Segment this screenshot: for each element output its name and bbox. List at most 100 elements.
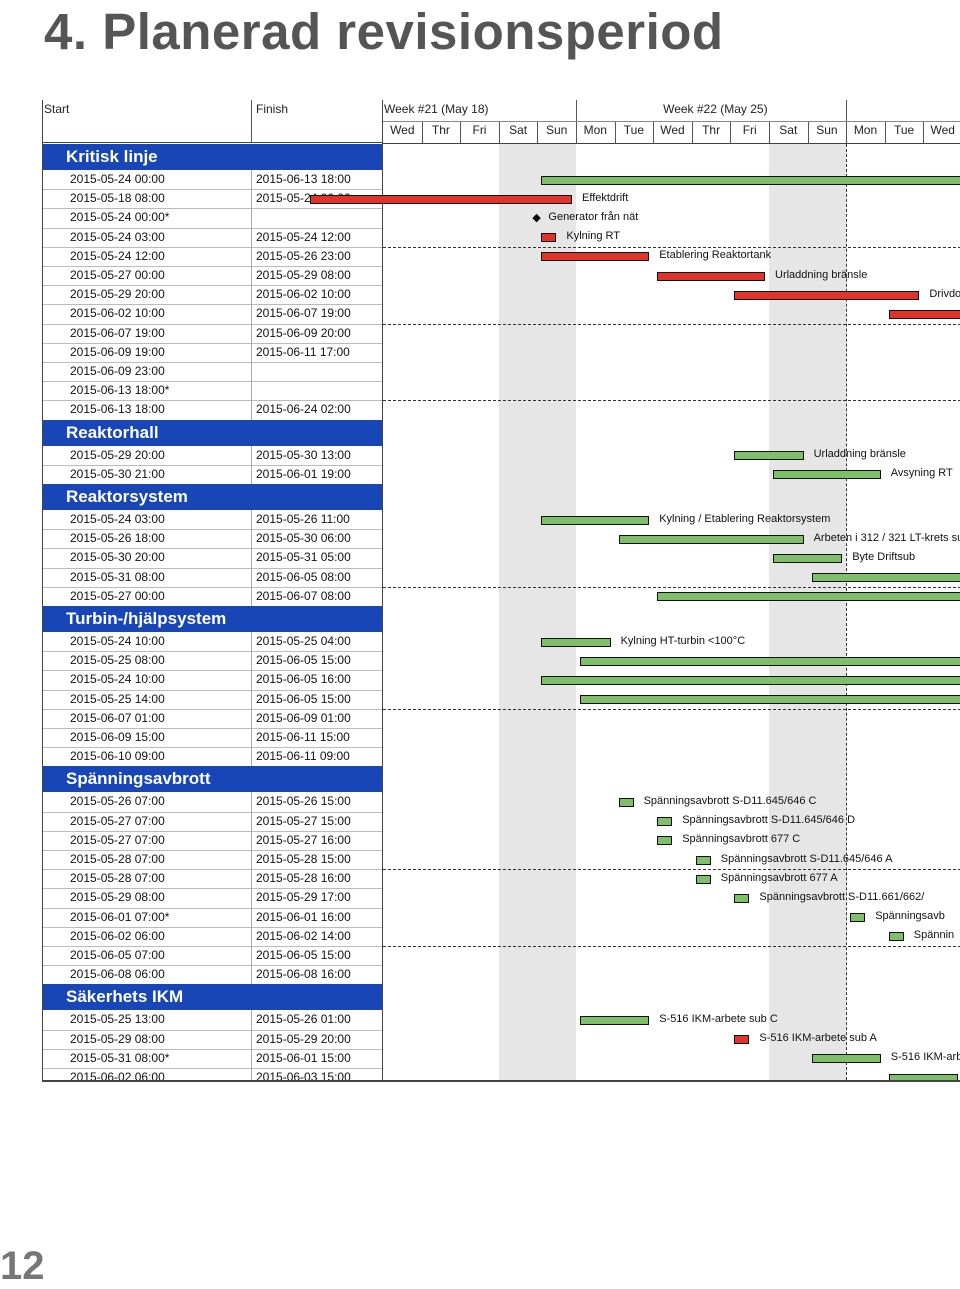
finish-cell: 2015-05-30 06:00	[256, 531, 351, 546]
table-row: 2015-06-07 01:00 2015-06-09 01:00	[43, 708, 382, 728]
week-header-rule	[383, 121, 960, 122]
row-rule	[43, 1048, 382, 1050]
start-cell: 2015-05-29 20:00	[70, 447, 165, 462]
finish-cell: 2015-05-24 12:00	[256, 229, 351, 244]
cell-divider	[251, 747, 252, 767]
row-rule	[43, 651, 382, 653]
start-cell: 2015-05-28 07:00	[70, 871, 165, 886]
table-row: 2015-05-26 07:00 2015-05-26 15:00	[43, 792, 382, 812]
finish-cell: 2015-06-09 20:00	[256, 325, 351, 340]
weekend-shade	[537, 144, 576, 1080]
table-row: 2015-06-02 06:00 2015-06-02 14:00	[43, 926, 382, 946]
finish-cell: 2015-05-26 23:00	[256, 248, 351, 263]
table-row: 2015-05-24 12:00 2015-05-26 23:00	[43, 246, 382, 266]
day-label: Fri	[472, 123, 487, 137]
group-separator	[383, 946, 960, 947]
table-row: 2015-05-24 00:00*	[43, 208, 382, 228]
cell-divider	[251, 946, 252, 966]
cell-divider	[251, 381, 252, 401]
start-cell: 2015-05-24 00:00	[70, 172, 165, 186]
row-rule	[43, 888, 382, 890]
day-divider	[691, 121, 693, 143]
start-cell: 2015-06-02 06:00	[70, 1070, 165, 1082]
row-rule	[43, 869, 382, 871]
gantt-bar	[580, 695, 960, 705]
row-rule	[43, 965, 382, 967]
section-header: Kritisk linje	[43, 144, 382, 170]
start-cell: 2015-06-13 18:00*	[70, 383, 170, 398]
header-divider	[251, 100, 252, 142]
start-cell: 2015-05-29 08:00	[70, 890, 165, 905]
weekend-shade	[807, 144, 847, 1080]
row-rule	[43, 342, 382, 344]
cell-divider	[251, 689, 252, 709]
cell-divider	[251, 907, 252, 927]
week-divider	[846, 100, 848, 121]
table-row: 2015-06-09 15:00 2015-06-11 15:00	[43, 728, 382, 748]
day-label: Wed	[390, 123, 415, 137]
table-row: 2015-05-25 14:00 2015-06-05 15:00	[43, 689, 382, 709]
table-row: 2015-05-29 20:00 2015-05-30 13:00	[43, 445, 382, 465]
cell-divider	[251, 170, 252, 190]
bar-label: Spänningsavbrott S-D11.645/646 D	[682, 814, 856, 827]
week-divider	[576, 100, 577, 121]
bar-label: S-516 IKM-arbete sub C	[659, 1013, 778, 1025]
row-rule	[43, 1029, 382, 1031]
finish-cell: 2015-05-31 05:00	[256, 550, 351, 565]
table-row: 2015-06-10 09:00 2015-06-11 09:00	[43, 747, 382, 767]
finish-cell: 2015-06-07 19:00	[256, 306, 351, 321]
start-cell: 2015-05-24 10:00	[70, 634, 165, 648]
bar-label: Kylning RT	[566, 230, 620, 243]
cell-divider	[251, 304, 252, 324]
start-cell: 2015-05-28 07:00	[70, 852, 165, 866]
bar-label: Spänningsavbrott S-D11.645/646 C	[643, 795, 817, 807]
bar-label: Spänningsavbrott S-D11.661/662/	[759, 891, 925, 903]
gantt-bar	[695, 874, 711, 884]
finish-cell: 2015-06-05 08:00	[256, 569, 351, 584]
cell-divider	[251, 1010, 252, 1030]
row-rule	[43, 362, 382, 363]
finish-cell: 2015-06-11 17:00	[256, 344, 350, 359]
start-cell: 2015-05-24 00:00*	[70, 210, 170, 225]
day-label: Mon	[853, 123, 878, 137]
day-divider	[576, 121, 577, 143]
gantt-bar	[773, 470, 881, 480]
gantt-timeline: Wed Thr Fri Sat Sun Mon Tue Wed Thr Fri Sat Sun Mon T…	[309, 100, 960, 1080]
table-row: 2015-05-31 08:00 2015-06-05 08:00	[43, 567, 382, 587]
table-row: 2015-05-24 03:00 2015-05-24 12:00	[43, 227, 382, 247]
cell-divider	[251, 965, 252, 985]
table-row: 2015-06-02 10:00 2015-06-07 19:00	[43, 304, 382, 324]
bar-label: Generator från nät	[548, 211, 639, 223]
cell-divider	[251, 869, 252, 889]
table-row: 2015-06-02 06:00 2015-06-03 15:00	[43, 1068, 382, 1082]
cell-divider	[251, 464, 252, 484]
cell-divider	[251, 567, 252, 587]
bar-label: Etablering Reaktortank	[659, 249, 772, 262]
cell-divider	[251, 708, 252, 728]
cell-divider	[251, 529, 252, 549]
start-cell: 2015-06-08 06:00	[70, 967, 165, 982]
bar-label: Urladdning bränsle	[775, 268, 868, 281]
finish-cell: 2015-05-26 01:00	[256, 1012, 351, 1027]
day-label: Thr	[431, 123, 450, 137]
start-cell: 2015-06-09 23:00	[70, 364, 165, 378]
finish-cell: 2015-06-11 15:00	[256, 730, 350, 744]
cell-divider	[251, 362, 252, 382]
start-cell: 2015-05-30 20:00	[70, 550, 165, 565]
row-rule	[43, 266, 382, 267]
start-cell: 2015-06-10 09:00	[70, 749, 165, 764]
day-label: Sun	[816, 123, 838, 137]
gantt-bar	[309, 194, 572, 204]
start-cell: 2015-06-09 15:00	[70, 730, 165, 744]
bar-label: Spänningsavbrott 677 A	[720, 871, 838, 884]
day-divider	[498, 121, 500, 143]
gantt-bar	[541, 233, 557, 243]
gantt-bar	[850, 913, 866, 923]
finish-cell: 2015-06-01 15:00	[256, 1050, 351, 1065]
gantt-bar	[811, 573, 960, 583]
table-row: 2015-06-08 06:00 2015-06-08 16:00	[43, 965, 382, 985]
cell-divider	[251, 285, 252, 305]
table-row: 2015-05-24 00:00 2015-06-13 18:00	[43, 170, 382, 190]
row-rule	[43, 926, 382, 928]
gantt-bar	[657, 592, 960, 602]
